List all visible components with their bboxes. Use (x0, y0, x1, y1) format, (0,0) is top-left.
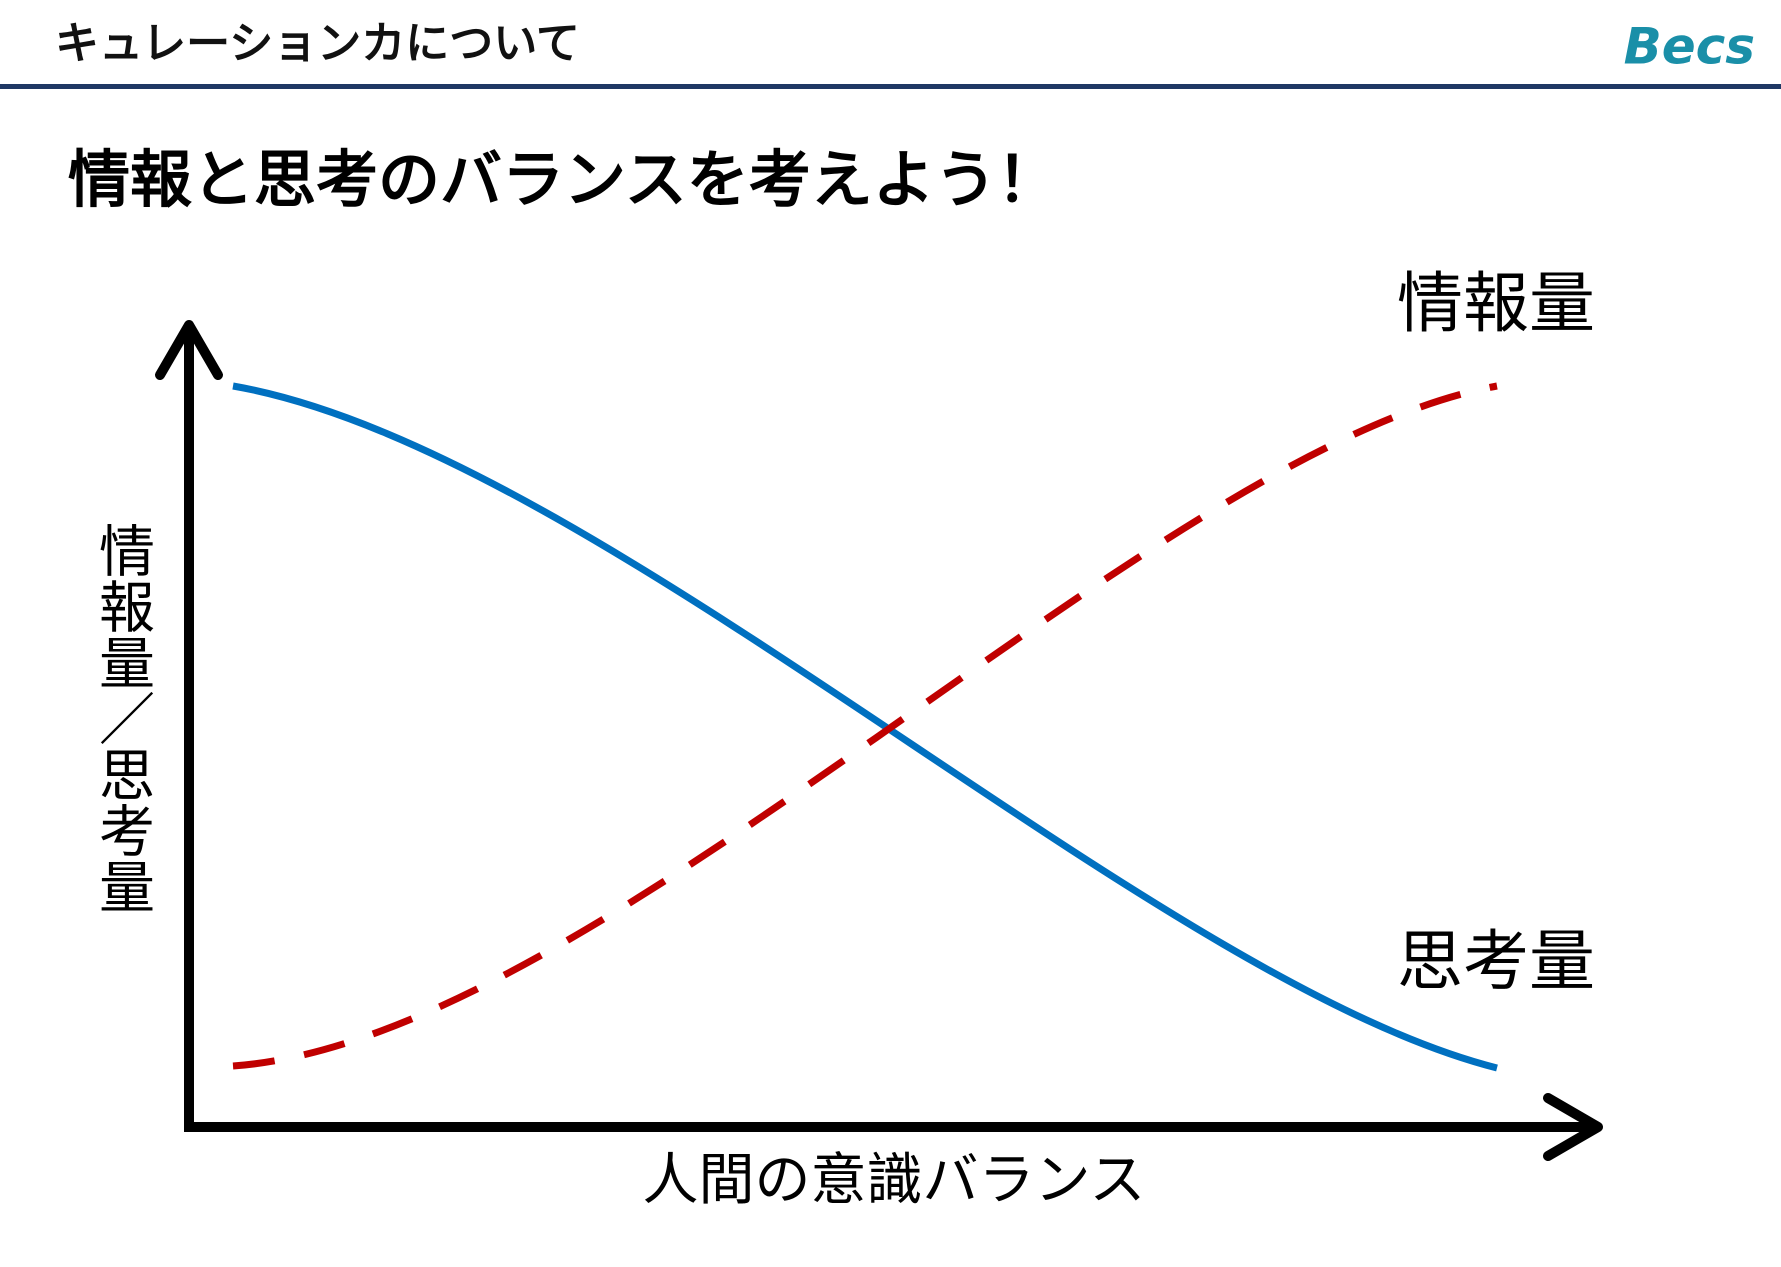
information-curve (232, 382, 1498, 1070)
header-title: キュレーションカについて (55, 18, 580, 69)
x-axis-label: 人間の意識バランス (643, 1148, 1146, 1213)
y-axis-label: 情報量／思考量 (90, 522, 155, 914)
curve-label: 情報量 (1397, 265, 1595, 342)
header-rule (0, 84, 1781, 89)
y-axis-arrow (155, 320, 223, 380)
logo: Becs (1624, 18, 1755, 76)
slide-title: 情報と思考のバランスを考えよう！ (68, 143, 1059, 216)
thinking-curve (232, 382, 1498, 1072)
x-axis-arrow (1543, 1093, 1603, 1161)
curve-label: 思考量 (1397, 923, 1595, 1000)
